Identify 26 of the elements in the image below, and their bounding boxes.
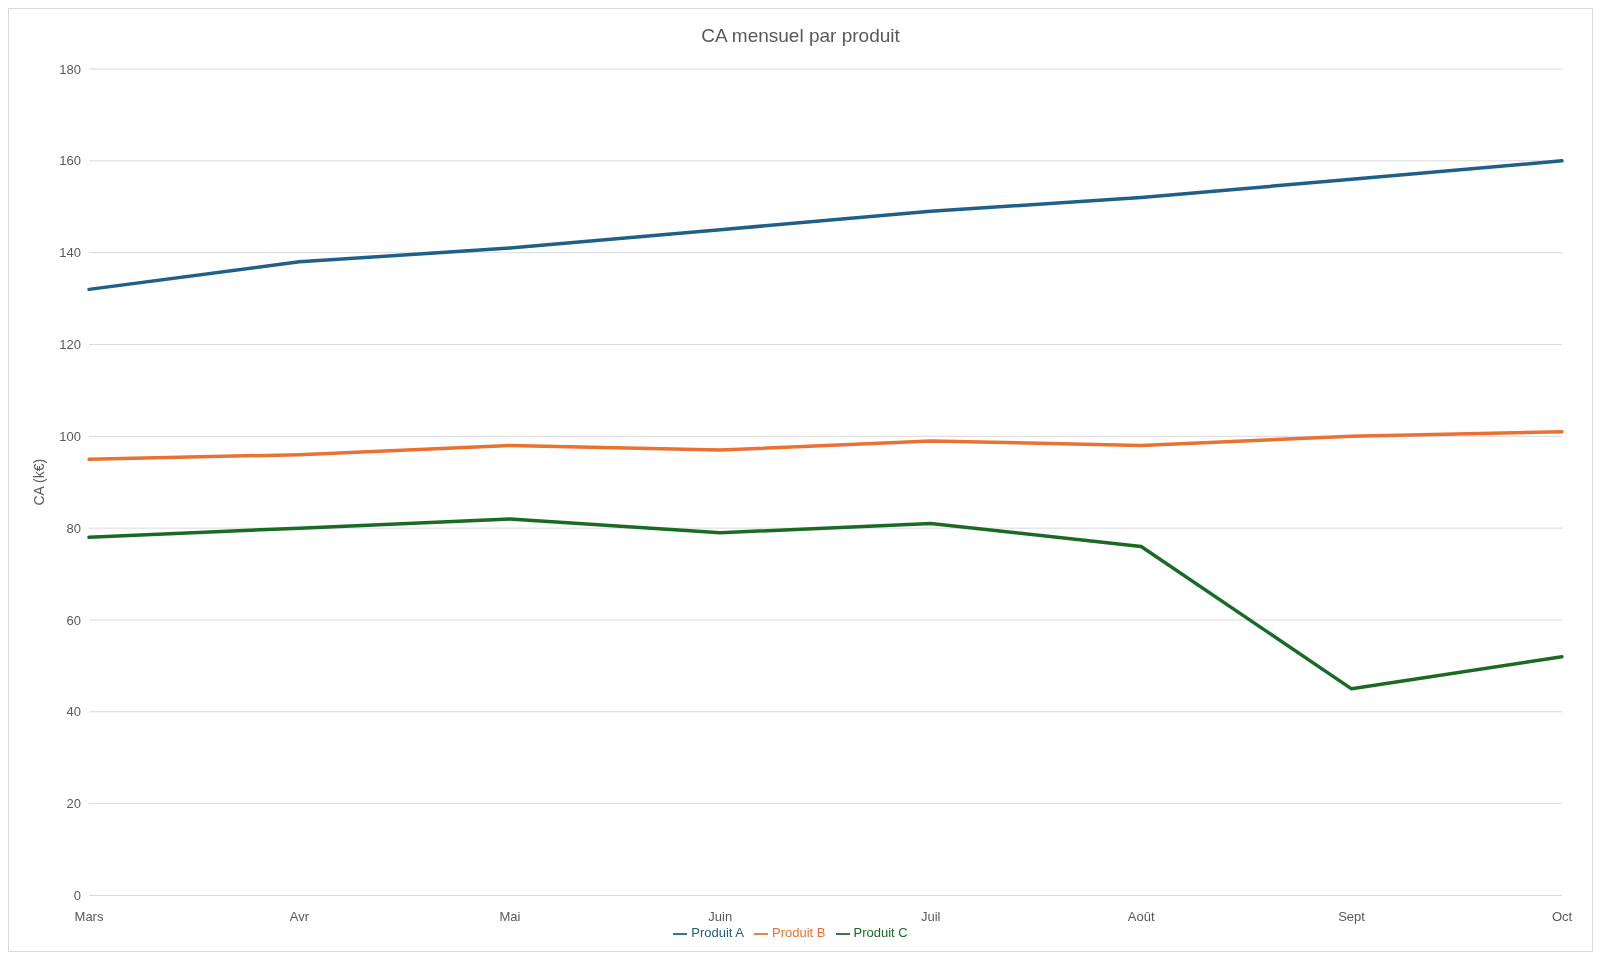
y-tick-label: 40: [66, 704, 81, 720]
y-tick-label: 20: [66, 796, 81, 812]
x-tick-label: Mai: [499, 908, 521, 924]
y-tick-label: 160: [59, 153, 81, 169]
x-tick-label: Mars: [74, 908, 104, 924]
y-tick-label: 120: [59, 337, 81, 353]
y-tick-label: 60: [66, 612, 81, 628]
y-tick-label: 140: [59, 245, 81, 261]
x-tick-label: Oct: [1551, 908, 1573, 924]
legend-label: Produit A: [691, 925, 745, 941]
x-tick-label: Juil: [920, 908, 941, 924]
x-tick-label: Avr: [289, 908, 310, 924]
chart-title: CA mensuel par produit: [700, 24, 901, 48]
y-tick-label: 80: [66, 520, 81, 536]
y-axis-title: CA (k€): [30, 458, 47, 506]
legend-label: Produit B: [772, 925, 826, 941]
y-tick-label: 100: [59, 428, 81, 444]
line-series: [87, 429, 1564, 462]
legend-label: Produit C: [853, 925, 908, 941]
line-series: [87, 517, 1564, 691]
y-tick-label: 0: [73, 888, 81, 904]
x-tick-label: Août: [1127, 908, 1155, 924]
x-tick-label: Juin: [708, 908, 733, 924]
x-tick-label: Sept: [1338, 908, 1366, 924]
line-series: [87, 159, 1564, 292]
y-tick-label: 180: [59, 61, 81, 77]
